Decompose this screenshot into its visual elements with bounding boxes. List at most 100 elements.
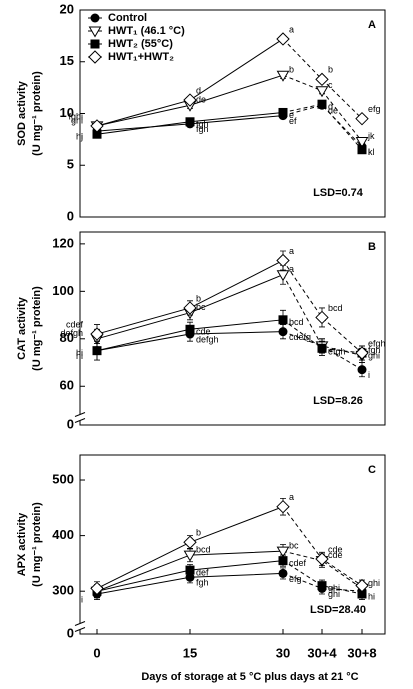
marker [185,565,195,575]
y-tick-label: 100 [52,283,74,298]
y-tick-label: 60 [60,378,74,393]
point-label: hi [76,348,83,358]
marker [315,86,329,98]
y-tick-label: 10 [60,105,74,120]
point-label: efgh [328,346,346,356]
marker [278,568,288,578]
marker [276,499,290,514]
marker [357,589,367,599]
point-label: hi [76,351,83,361]
panel-label: B [368,241,376,253]
plot-frame [79,231,386,426]
panel-label: A [368,19,376,31]
marker [90,39,100,49]
marker [315,552,329,566]
point-label: cdef [289,558,307,568]
point-label: d [196,85,201,95]
plot-frame [79,454,386,635]
y-tick-label: 0 [67,208,74,223]
marker [185,572,195,582]
marker [276,70,290,82]
y-axis-label: CAT activity [16,296,28,360]
marker [278,107,288,117]
point-label: cdef [66,319,84,329]
x-tick-label: 30+8 [347,645,376,660]
y-tick-label: 120 [52,235,74,250]
point-label: ghi [71,115,83,125]
marker [90,119,104,133]
series-line [282,550,363,589]
point-label: l [368,147,370,157]
marker [183,535,197,549]
marker [276,253,290,268]
point-label: c [328,80,333,90]
point-label: cde [196,327,211,337]
y-tick-label: 300 [52,583,74,598]
y-tick-label: 20 [60,1,74,16]
marker [355,111,369,126]
y-axis-label: (U mg⁻¹ protein) [31,71,43,156]
point-label: cde [328,550,343,560]
legend-label: HWT₁ (46.1 °C) [108,25,185,37]
marker [90,13,100,23]
point-label: b [196,293,201,303]
marker [183,93,197,107]
marker [276,270,290,282]
point-label: fgh [196,119,209,129]
point-label: de [196,95,206,105]
series-line [282,260,363,354]
point-label: ef [289,116,297,126]
marker [276,546,290,558]
marker [317,343,327,353]
marker [315,72,329,87]
point-label: a [289,492,294,502]
series-line [282,331,363,371]
point-label: ghi [328,583,340,593]
marker [355,578,369,593]
axis-break [74,621,86,626]
y-tick-label: 15 [60,53,74,68]
lsd-note: LSD=8.26 [313,395,363,407]
point-label: hi [76,132,83,142]
point-label: d [328,102,333,112]
x-tick-label: 30 [276,645,290,660]
marker [88,50,102,64]
point-label: fgh [196,578,209,588]
y-tick-label: 500 [52,471,74,486]
marker [185,117,195,127]
x-tick-label: 30+4 [307,645,337,660]
series-line [282,74,363,142]
legend-label: Control [108,12,147,24]
point-label: b [328,65,333,75]
x-tick-label: 15 [183,645,197,660]
point-label: ghi [368,350,380,360]
point-label: defgh [60,328,83,338]
axis-break [74,627,86,632]
point-label: bcd [196,544,211,554]
y-axis-label: (U mg⁻¹ protein) [31,286,43,371]
point-label: def [196,567,209,577]
y-tick-label: 0 [67,625,74,640]
point-label: fgh [196,124,209,134]
marker [317,99,327,109]
axis-break-gap [75,623,85,630]
marker [278,315,288,325]
point-label: cde [328,544,343,554]
series-line [282,104,363,147]
point-label: de [328,106,338,116]
marker [317,581,327,591]
marker [315,310,329,325]
series-line [282,103,363,151]
point-label: a [289,24,294,34]
point-label: a [289,246,294,256]
axis-break-gap [75,414,85,421]
lsd-note: LSD=0.74 [313,187,364,199]
series-line [282,560,363,595]
point-label: a [289,264,294,274]
marker [92,346,102,356]
point-label: efg [289,574,302,584]
marker [90,327,104,341]
marker [355,346,369,360]
point-label: i [368,370,370,380]
